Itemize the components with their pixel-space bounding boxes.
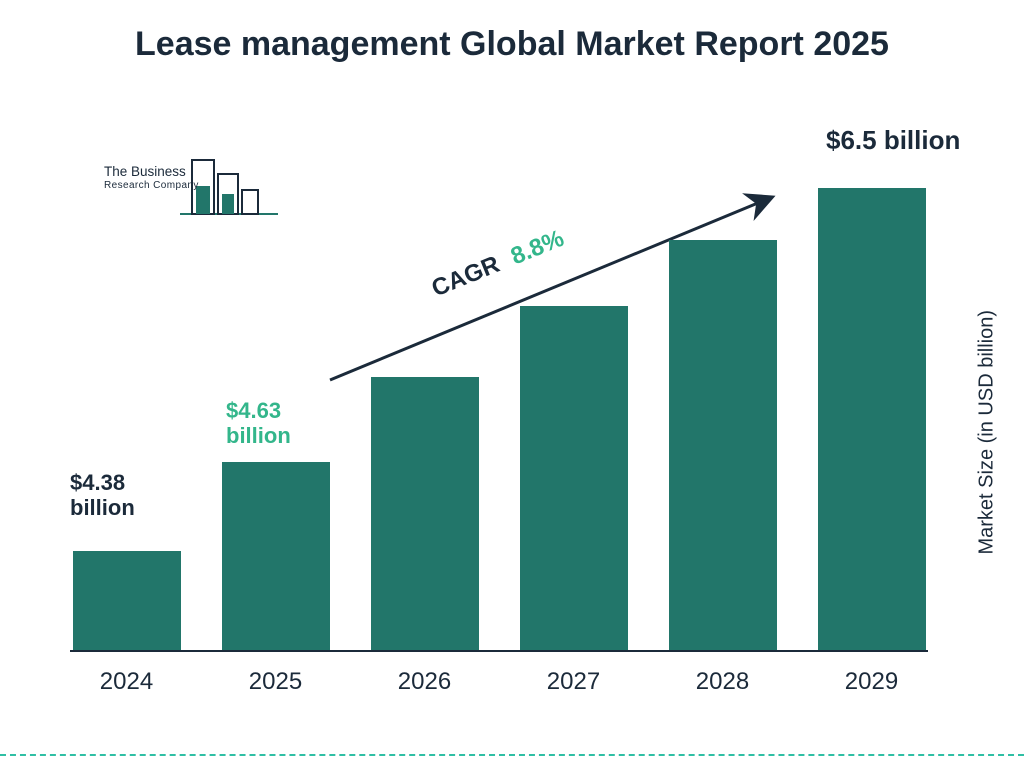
x-label: 2026 — [368, 668, 481, 696]
x-label: 2028 — [666, 668, 779, 696]
chart-title: Lease management Global Market Report 20… — [0, 24, 1024, 65]
x-label: 2029 — [815, 668, 928, 696]
bars-container — [70, 170, 928, 650]
bar-2028 — [669, 240, 777, 650]
bar-2029 — [818, 188, 926, 650]
page: Lease management Global Market Report 20… — [0, 0, 1024, 768]
bar-wrap — [666, 240, 779, 650]
footer-divider — [0, 754, 1024, 756]
x-label: 2024 — [70, 668, 183, 696]
bar-chart: 2024 2025 2026 2027 2028 2029 Market Siz… — [70, 140, 950, 700]
bar-2025 — [222, 462, 330, 650]
bar-2026 — [371, 377, 479, 650]
x-label: 2025 — [219, 668, 332, 696]
bar-wrap — [815, 188, 928, 650]
x-axis-labels: 2024 2025 2026 2027 2028 2029 — [70, 668, 928, 696]
x-label: 2027 — [517, 668, 630, 696]
bar-wrap — [70, 551, 183, 650]
bar-2024 — [73, 551, 181, 650]
x-axis-line — [70, 650, 928, 652]
bar-wrap — [219, 462, 332, 650]
bar-2027 — [520, 306, 628, 650]
y-axis-label: Market Size (in USD billion) — [976, 310, 999, 555]
bar-wrap — [517, 306, 630, 650]
bar-wrap — [368, 377, 481, 650]
